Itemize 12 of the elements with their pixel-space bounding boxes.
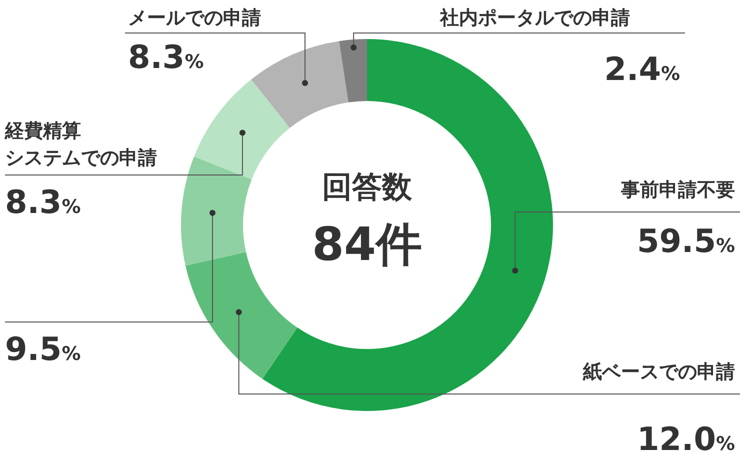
slice-label: 紙ベースでの申請 [582,361,735,383]
data-label: 2.4% [604,50,680,88]
data-label: 8.3% [128,38,204,76]
text: 回答数 [322,170,413,205]
data-label: 9.5% [5,330,81,368]
slice-label: 事前申請不要 [620,179,735,201]
data-label: 59.5% [637,222,735,260]
text: 84件 [312,217,422,271]
slice-label: 社内ポータルでの申請 [439,7,630,29]
slice-label: 経費精算システムでの申請 [4,120,157,169]
slice-label: メールでの申請 [128,7,261,29]
data-label: 12.0% [637,420,735,458]
